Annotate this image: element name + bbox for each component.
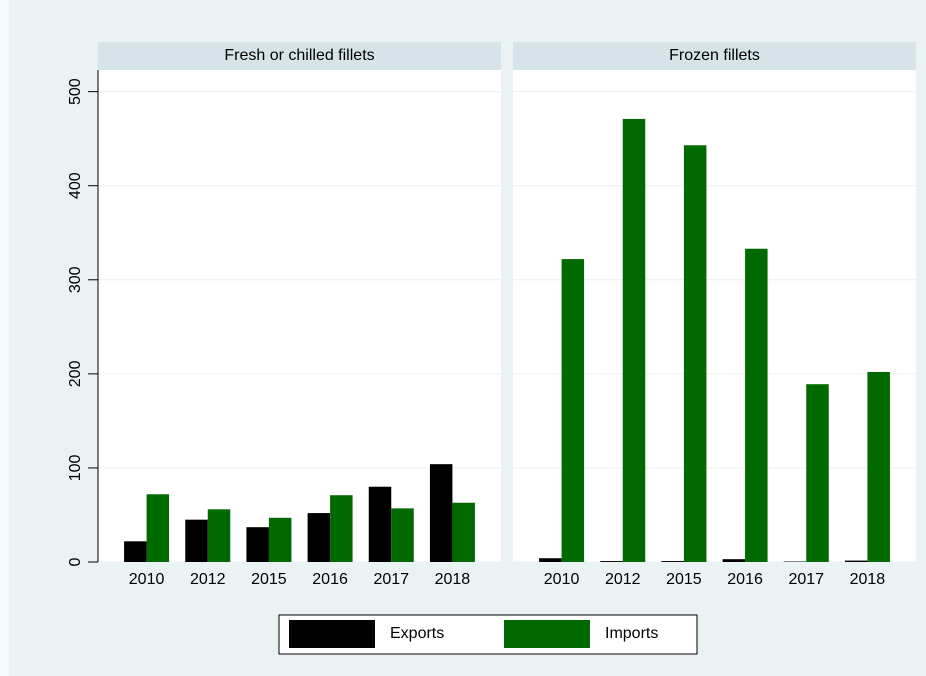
bar [844,560,868,562]
bar [452,502,475,562]
y-tick-label: 500 [67,78,84,105]
panel-header [513,42,916,70]
bar [207,509,231,562]
legend-swatch [504,620,590,648]
y-tick-label: 0 [67,557,84,566]
bar [268,517,292,562]
x-tick-label: 2015 [666,571,702,588]
bar [745,248,768,563]
bar [661,561,684,562]
x-tick-label: 2015 [251,571,287,588]
bar [806,384,829,562]
x-tick-label: 2016 [727,571,763,588]
x-tick-label: 2010 [544,571,580,588]
legend-swatch [289,620,375,648]
panel-title: Fresh or chilled fillets [224,47,374,64]
y-tick-label: 300 [67,266,84,293]
bar [246,527,269,562]
bar [146,494,170,562]
bar [368,486,392,562]
bar [185,519,208,562]
bar [539,558,562,562]
bar [391,508,414,562]
bar [600,561,623,562]
bar [722,559,746,562]
bar [867,371,890,562]
x-tick-label: 2018 [435,571,471,588]
x-tick-label: 2010 [129,571,165,588]
bar [429,464,453,562]
bar [307,513,331,562]
x-tick-label: 2012 [605,571,641,588]
x-tick-label: 2017 [373,571,409,588]
bar [622,118,646,562]
y-tick-label: 200 [67,360,84,387]
bar [683,145,707,563]
bar [124,541,147,562]
x-tick-label: 2018 [850,571,886,588]
legend: Exports Imports [278,614,698,655]
y-tick-label: 400 [67,172,84,199]
left-strip [0,0,9,676]
panel-title: Frozen fillets [669,47,760,64]
y-tick-label: 100 [67,454,84,481]
x-tick-label: 2017 [788,571,824,588]
x-tick-label: 2016 [312,571,348,588]
bar [330,495,353,562]
legend-label: Imports [605,625,658,642]
panel-header [98,42,501,70]
legend-label: Exports [390,625,444,642]
x-tick-label: 2012 [190,571,226,588]
bar [561,259,585,562]
